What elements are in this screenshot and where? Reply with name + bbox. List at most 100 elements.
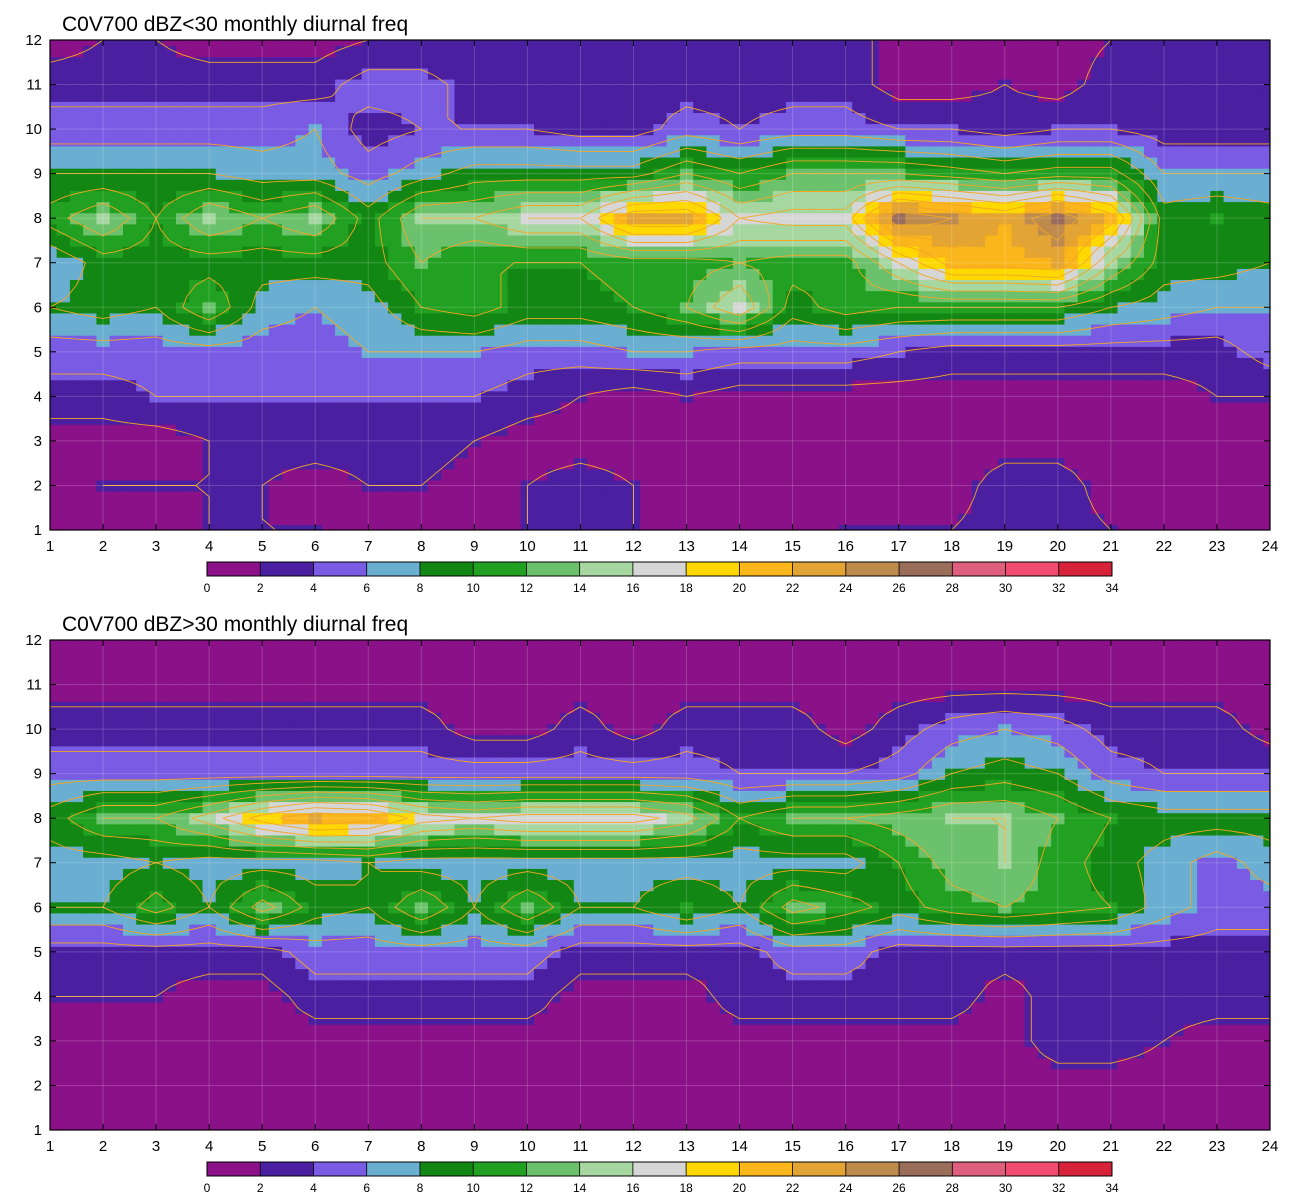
heat-cell [998, 446, 1013, 459]
heat-cell [414, 223, 429, 236]
colorbar-label: 20 [733, 581, 747, 595]
heat-cell [507, 446, 522, 459]
heat-cell [520, 90, 535, 102]
heat-cell [573, 502, 588, 514]
heat-cell [759, 123, 774, 136]
heat-cell [839, 502, 853, 514]
heat-cell [175, 134, 190, 147]
heat-cell [1263, 1068, 1270, 1081]
heat-cell [1197, 223, 1211, 236]
heat-cell [1077, 90, 1092, 102]
heat-cell [1183, 424, 1198, 436]
heat-cell [1210, 1113, 1225, 1126]
heat-cell [852, 513, 867, 526]
heat-cell [1117, 90, 1132, 102]
heat-cell [1183, 190, 1198, 203]
heat-cell [255, 268, 270, 281]
heat-cell [971, 323, 986, 336]
heat-cell [759, 257, 774, 269]
heat-cell [666, 424, 681, 436]
heat-cell [1236, 1079, 1251, 1092]
heat-cell [83, 357, 98, 370]
heat-cell [772, 190, 787, 203]
heat-cell [215, 323, 230, 336]
heat-cell [494, 401, 509, 414]
heat-cell [374, 513, 389, 526]
heat-cell [666, 379, 681, 392]
heat-cell [69, 1091, 84, 1103]
heat-cell [706, 368, 721, 381]
heat-cell [905, 223, 920, 236]
heat-cell [255, 112, 270, 125]
heat-cell [998, 134, 1013, 147]
heat-cell [268, 112, 283, 125]
heat-cell [1077, 67, 1092, 80]
heat-cell [613, 479, 628, 492]
heat-cell [1037, 1091, 1052, 1103]
heat-cell [547, 1124, 562, 1130]
heat-cell [905, 357, 920, 370]
heat-cell [799, 56, 814, 69]
heat-cell [998, 491, 1013, 503]
heat-cell [1077, 524, 1092, 530]
heat-cell [905, 40, 920, 47]
heat-cell [746, 45, 761, 58]
heat-cell [971, 346, 986, 358]
heat-cell [467, 446, 482, 459]
heat-cell [958, 401, 973, 414]
heat-cell [361, 1102, 376, 1114]
heat-cell [480, 1091, 495, 1103]
heat-cell [984, 1102, 999, 1114]
heat-cell [534, 40, 548, 47]
heat-cell [388, 112, 403, 125]
heat-cell [308, 513, 323, 526]
heat-cell [759, 468, 774, 481]
heat-cell [600, 468, 615, 481]
heat-cell [308, 446, 323, 459]
heat-cell [1263, 368, 1270, 381]
heat-cell [149, 90, 164, 102]
heat-cell [1223, 156, 1238, 169]
heat-cell [626, 390, 641, 403]
colorbar-label: 2 [257, 581, 264, 595]
heat-cell [480, 101, 495, 113]
heat-cell [971, 357, 986, 370]
heat-cell [69, 479, 84, 492]
heat-cell [812, 246, 827, 258]
heat-cell [1144, 123, 1158, 136]
heat-cell [122, 78, 137, 91]
heat-cell [388, 457, 403, 470]
heat-cell [56, 212, 71, 225]
heat-cell [1051, 435, 1066, 448]
x-tick-label: 3 [152, 538, 160, 555]
heat-cell [852, 446, 867, 459]
heat-cell [50, 45, 58, 58]
heat-cell [1130, 335, 1145, 347]
heat-cell [1197, 335, 1211, 347]
heat-cell [573, 446, 588, 459]
heat-cell [308, 468, 323, 481]
heat-cell [454, 134, 469, 147]
heat-cell [534, 1091, 548, 1103]
heat-cell [414, 78, 429, 91]
heat-cell [653, 323, 668, 336]
heat-cell [799, 513, 814, 526]
heat-cell [852, 145, 867, 158]
heat-cell [613, 413, 628, 425]
heat-cell [547, 112, 562, 125]
heat-cell [255, 1113, 270, 1126]
heat-cell [772, 335, 787, 347]
heat-cell [348, 134, 363, 147]
heat-cell [520, 101, 535, 113]
heat-cell [878, 368, 893, 381]
heat-cell [573, 190, 588, 203]
heat-cell [1157, 401, 1172, 414]
heat-cell [1037, 1124, 1052, 1130]
x-tick-label: 16 [837, 538, 854, 555]
heat-cell [401, 134, 416, 147]
heat-cell [268, 268, 283, 281]
heat-cell [1223, 56, 1238, 69]
x-tick-label: 5 [258, 538, 266, 555]
heat-cell [348, 312, 363, 325]
heat-cell [1250, 401, 1264, 414]
